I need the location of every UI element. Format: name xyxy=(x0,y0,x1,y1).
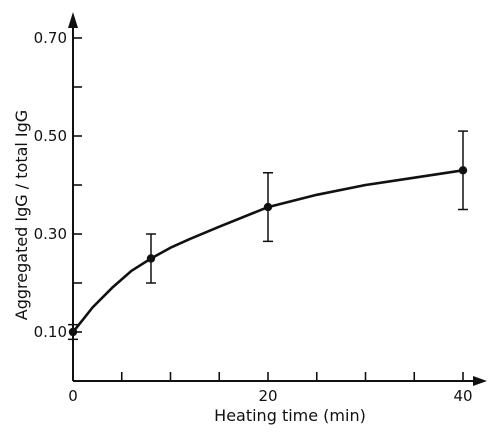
x-tick-label: 20 xyxy=(258,387,277,405)
data-point xyxy=(263,202,273,212)
data-point xyxy=(68,327,78,337)
y-tick-label: 0.50 xyxy=(34,127,67,145)
x-tick-label: 0 xyxy=(68,387,78,405)
y-axis-label: Aggregated IgG / total IgG xyxy=(12,110,31,320)
y-tick-label: 0.30 xyxy=(34,225,67,243)
fit-curve-layer xyxy=(71,169,465,334)
x-axis-label: Heating time (min) xyxy=(214,406,366,425)
fit-curve xyxy=(71,169,465,334)
data-point xyxy=(146,254,156,263)
y-tick-label: 0.70 xyxy=(34,29,67,47)
axes xyxy=(68,12,487,386)
y-axis-arrow xyxy=(68,12,78,28)
x-axis-arrow xyxy=(473,376,487,386)
data-point xyxy=(458,166,468,175)
ticks: 0 20 40 0.10 0.30 0.50 0.70 xyxy=(34,29,473,405)
x-tick-label: 40 xyxy=(453,387,472,405)
y-tick-label: 0.10 xyxy=(34,323,67,341)
data-points-layer xyxy=(68,130,468,341)
